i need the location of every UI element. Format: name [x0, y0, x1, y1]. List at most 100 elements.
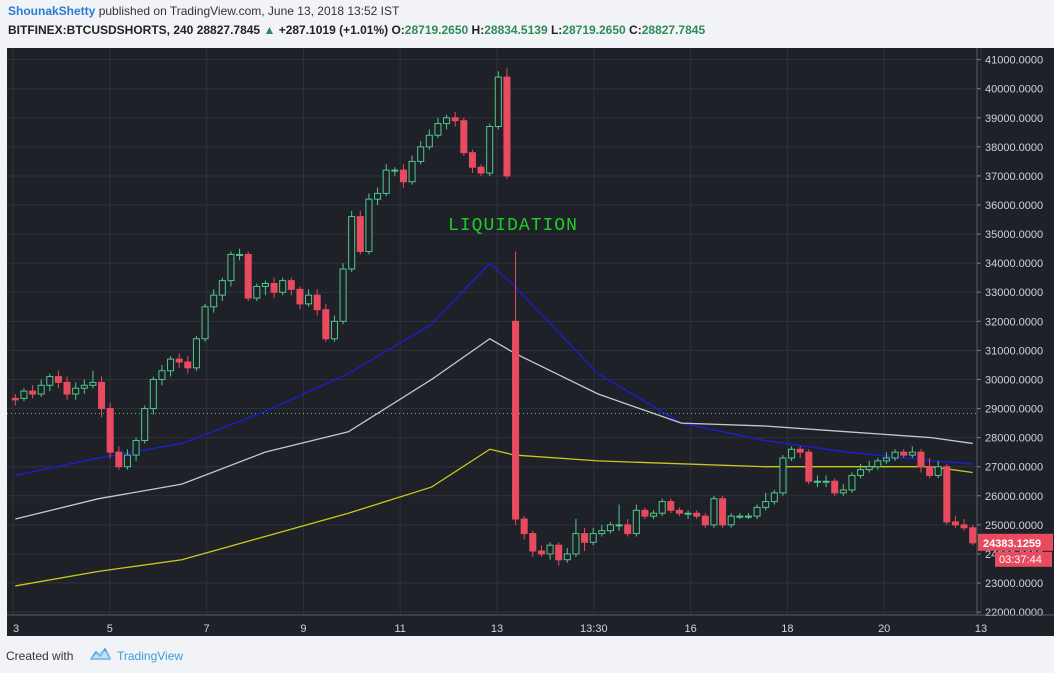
candle-body [253, 285, 261, 299]
candle-body [839, 489, 847, 494]
x-tick-label: 13 [975, 623, 987, 635]
candle-body [943, 466, 951, 523]
y-tick-label: 39000.0000 [985, 113, 1043, 125]
candle-body [934, 466, 942, 476]
close-label: C: [629, 23, 642, 37]
candle-body [641, 509, 649, 517]
candle-body [727, 515, 735, 526]
y-tick-label: 34000.0000 [985, 258, 1043, 270]
candle-body [667, 501, 675, 511]
countdown-badge [995, 551, 1052, 567]
candle-body [589, 533, 597, 543]
candle-body [744, 515, 752, 518]
candle-body [270, 283, 278, 293]
candle-body [11, 397, 19, 401]
author-link[interactable]: ShounakShetty [8, 4, 96, 18]
change-arrow-icon: ▲ [263, 23, 276, 37]
low-label: L: [550, 23, 563, 37]
candle-body [770, 492, 778, 503]
candle-body [900, 451, 908, 456]
last-price: 28827.7845 [196, 23, 261, 37]
moving-average-line [15, 337, 973, 520]
tradingview-cloud-icon[interactable] [88, 646, 112, 664]
candle-body [89, 381, 97, 386]
moving-average-line [15, 262, 973, 477]
candle-body [158, 370, 166, 380]
candle-body [572, 533, 580, 555]
x-tick-label: 5 [107, 623, 113, 635]
candle-body [563, 553, 571, 561]
y-tick-label: 23000.0000 [985, 578, 1043, 590]
candle-body [141, 408, 149, 442]
candle-body [529, 533, 537, 552]
candle-body [201, 306, 209, 340]
candle-body [20, 390, 28, 399]
candle-body [399, 169, 407, 183]
candle-body [313, 294, 321, 311]
candle-body [115, 451, 123, 468]
liquidation-annotation: LIQUIDATION [448, 216, 578, 236]
candle-body [279, 280, 287, 293]
candle-body [857, 469, 865, 476]
price-axis-area [977, 48, 1054, 615]
candle-body [926, 466, 934, 476]
countdown-label: 03:37:44 [999, 554, 1042, 566]
y-tick-label: 29000.0000 [985, 404, 1043, 416]
candle-body [175, 358, 183, 363]
candle-body [917, 451, 925, 468]
candle-body [106, 408, 114, 453]
x-tick-label: 13 [491, 623, 503, 635]
candle-body [615, 524, 623, 527]
candle-body [658, 501, 666, 514]
candle-body [46, 376, 54, 386]
y-tick-label: 25000.0000 [985, 520, 1043, 532]
candle-body [382, 169, 390, 194]
y-tick-label: 28000.0000 [985, 433, 1043, 445]
candle-body [227, 253, 235, 282]
candle-body [460, 120, 468, 154]
candle-body [960, 524, 968, 529]
tradingview-brand-link[interactable]: TradingView [117, 649, 184, 663]
publish-info: ShounakShetty published on TradingView.c… [8, 4, 399, 18]
y-tick-label: 35000.0000 [985, 229, 1043, 241]
symbol-label[interactable]: BITFINEX:BTCUSDSHORTS, 240 [8, 23, 194, 37]
candle-body [753, 506, 761, 517]
candle-body [167, 358, 175, 372]
candle-body [477, 166, 485, 174]
candle-body [98, 381, 106, 410]
y-tick-label: 41000.0000 [985, 55, 1043, 67]
candle-body [537, 550, 545, 555]
created-with-text: Created with [6, 649, 74, 663]
x-tick-label: 18 [781, 623, 793, 635]
open-value: 28719.2650 [404, 23, 469, 37]
candle-body [486, 126, 494, 174]
candle-body [831, 480, 839, 494]
high-value: 28834.5139 [484, 23, 548, 37]
candle-body [287, 280, 295, 290]
y-tick-label: 38000.0000 [985, 142, 1043, 154]
candle-body [425, 134, 433, 148]
y-tick-label: 22000.0000 [985, 607, 1043, 619]
candle-body [192, 338, 200, 369]
candle-body [494, 76, 502, 128]
chart-header: ShounakShetty published on TradingView.c… [0, 0, 1054, 44]
candle-body [675, 509, 683, 514]
time-axis-area [7, 615, 1054, 636]
candle-body [434, 123, 442, 136]
price-chart[interactable]: 41000.0000 40000.0000 39000.0000 38000.0000… [0, 44, 1054, 638]
candle-body [261, 283, 269, 287]
candle-body [796, 448, 804, 453]
candle-body [123, 454, 131, 468]
candle-body [322, 309, 330, 340]
open-label: O: [391, 23, 405, 37]
candle-body [330, 320, 338, 340]
candle-body [650, 512, 658, 517]
y-tick-label: 37000.0000 [985, 171, 1043, 183]
candle-body [149, 378, 157, 410]
x-tick-label: 7 [204, 623, 210, 635]
candle-body [37, 384, 45, 395]
y-tick-label: 33000.0000 [985, 287, 1043, 299]
symbol-ohlc-line: BITFINEX:BTCUSDSHORTS, 240 28827.7845 ▲ … [8, 23, 705, 37]
candle-body [305, 294, 313, 305]
candle-body [546, 544, 554, 555]
